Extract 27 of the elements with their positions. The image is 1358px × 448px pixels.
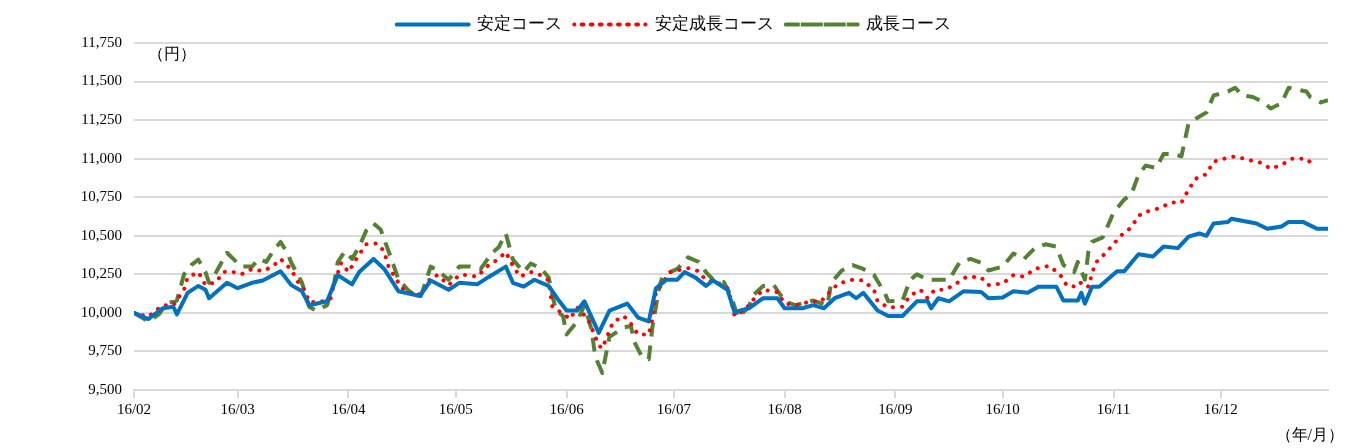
x-tick-label: 16/05 — [438, 400, 473, 417]
x-tick-label: 16/12 — [1203, 400, 1238, 417]
x-tick-label: 16/07 — [656, 400, 692, 417]
legend-label: 成長コース — [866, 13, 952, 33]
y-tick-label: 10,250 — [80, 265, 122, 282]
x-tick-label: 16/10 — [985, 400, 1020, 417]
y-tick-label: 9,500 — [88, 380, 122, 397]
y-axis-title: （円） — [148, 45, 196, 63]
x-tick-label: 16/08 — [767, 400, 802, 417]
x-tick-label: 16/06 — [549, 400, 585, 417]
y-tick-label: 11,250 — [81, 111, 122, 128]
y-tick-label: 10,000 — [80, 303, 122, 320]
x-tick-label: 16/03 — [220, 400, 255, 417]
x-tick-label: 16/09 — [878, 400, 913, 417]
x-axis-title: （年/月） — [1275, 426, 1344, 444]
line-series — [134, 85, 1328, 376]
y-tick-label: 9,750 — [88, 342, 122, 359]
y-tick-label: 11,000 — [81, 149, 122, 166]
y-tick-label: 10,500 — [80, 226, 122, 243]
legend-label: 安定コース — [477, 13, 563, 33]
x-tick-label: 16/02 — [116, 400, 152, 417]
legend-label: 安定成長コース — [654, 13, 774, 33]
x-tick-label: 16/04 — [331, 400, 367, 417]
x-tick-label: 16/11 — [1096, 400, 1131, 417]
y-tick-label: 11,500 — [81, 72, 122, 89]
y-tick-label: 11,750 — [81, 33, 122, 50]
y-tick-label: 10,750 — [80, 188, 122, 205]
